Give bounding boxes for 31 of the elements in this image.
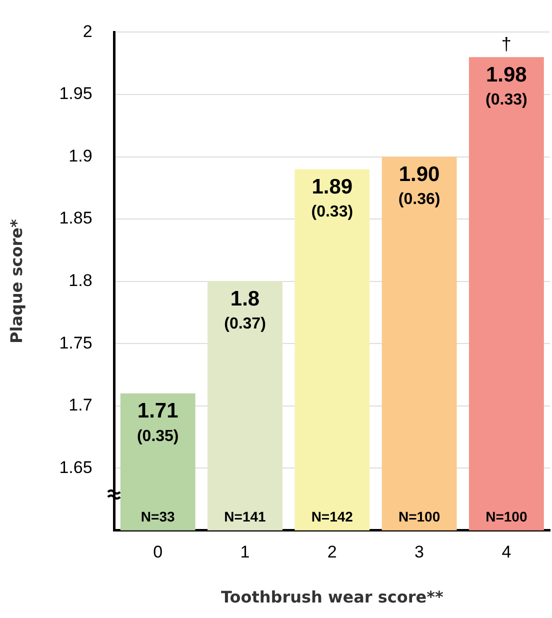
x-tick-label: 2 — [327, 542, 337, 562]
data-label: 1.98 — [486, 63, 528, 86]
y-tick-label: 1.7 — [68, 396, 92, 415]
data-label: 1.71 — [137, 400, 179, 423]
y-axis-title: Plaque score* — [6, 218, 26, 344]
x-tick-label: 3 — [414, 542, 424, 562]
annotation: † — [501, 34, 512, 54]
y-tick-label: 1.9 — [68, 146, 92, 166]
x-tick-label: 4 — [502, 542, 512, 562]
y-tick-label: 2 — [82, 22, 92, 41]
annotation: N=100 — [398, 508, 440, 524]
y-tick-label: 1.95 — [59, 84, 92, 104]
y-tick-label: 1.85 — [59, 208, 92, 228]
y-tick-label: 1.65 — [59, 458, 92, 477]
y-tick-label: 1.8 — [68, 270, 92, 290]
annotation: N=141 — [224, 508, 266, 524]
annotation: (0.35) — [136, 428, 179, 445]
data-label: 1.8 — [230, 288, 260, 311]
annotation: (0.33) — [486, 92, 528, 109]
data-label: 1.90 — [398, 163, 440, 186]
annotation: (0.37) — [224, 316, 266, 333]
annotation: (0.36) — [398, 191, 440, 208]
annotation: N=100 — [486, 508, 528, 524]
x-axis-title: Toothbrush wear score** — [220, 588, 444, 607]
y-tick-label: 1.75 — [59, 333, 92, 352]
x-tick-label: 1 — [240, 542, 250, 562]
annotation: N=33 — [140, 508, 175, 524]
annotation: (0.33) — [311, 204, 354, 221]
annotation: N=142 — [311, 508, 354, 524]
data-label: 1.89 — [312, 176, 353, 198]
x-tick-label: 0 — [153, 542, 163, 562]
